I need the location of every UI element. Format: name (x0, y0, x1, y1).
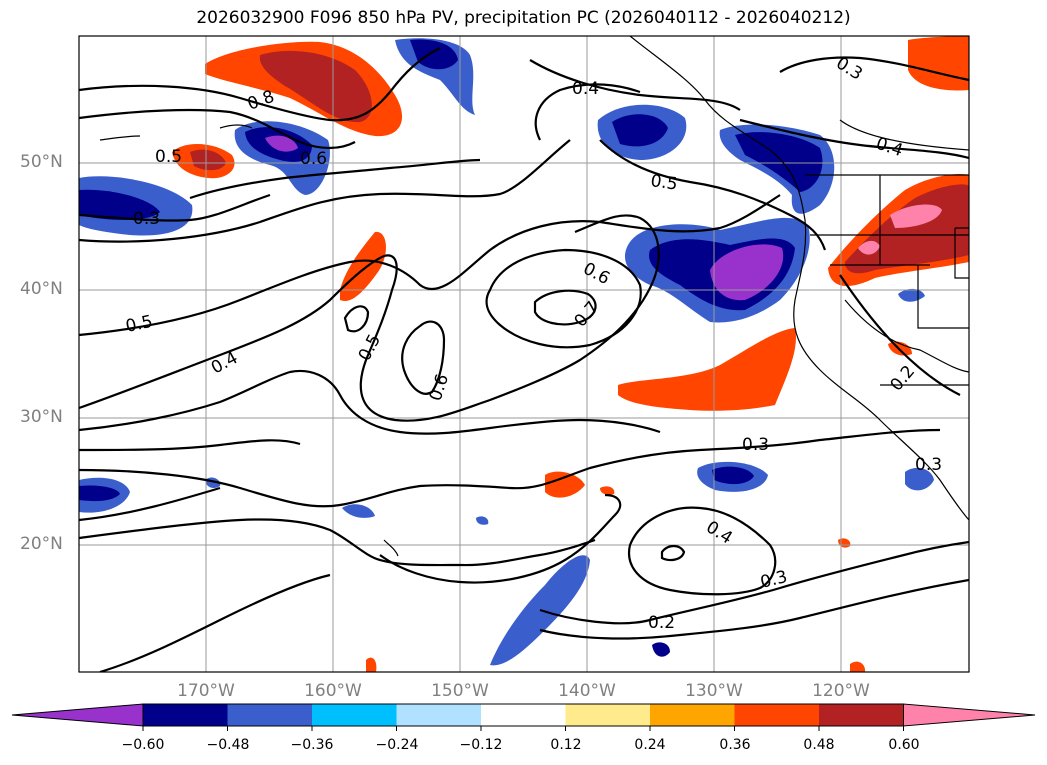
colorbar-extend-left (11, 703, 144, 727)
map-title: 2026032900 F096 850 hPa PV, precipitatio… (196, 8, 851, 28)
lon-label: 140°W (558, 681, 616, 701)
colorbar-tick-label: −0.12 (459, 737, 503, 753)
precip-strong-negative-region (410, 39, 458, 70)
precip-extreme-negative-region (265, 135, 298, 152)
contour-label: 0.4 (702, 517, 736, 548)
colorbar-tick-label: −0.48 (206, 737, 250, 753)
colorbar-tick-label: −0.60 (121, 737, 165, 753)
contour-label: 0.2 (887, 362, 920, 396)
contour-label: 0.3 (915, 455, 942, 475)
colorbar-tick-label: 0.36 (719, 737, 751, 753)
colorbar (11, 703, 1036, 731)
contour-label: 0.4 (208, 348, 241, 378)
precip-extreme-negative-region (710, 244, 784, 301)
lat-label: 50°N (20, 152, 63, 172)
colorbar-tick-label: −0.24 (375, 737, 419, 753)
contour-label: 0.6 (580, 259, 613, 289)
contour-label: 0.3 (133, 209, 160, 229)
lat-label: 40°N (20, 279, 63, 299)
colorbar-tick-label: 0.60 (888, 737, 920, 753)
precip-positive-region (600, 486, 615, 495)
precip-strong-negative-region (79, 485, 120, 502)
colorbar-swatch (819, 704, 904, 726)
precip-negative-region (898, 288, 925, 302)
lat-label: 20°N (20, 534, 63, 554)
lon-label: 170°W (177, 681, 235, 701)
precip-strong-negative-region (612, 114, 668, 147)
colorbar-swatch (565, 704, 651, 726)
lon-label: 150°W (431, 681, 489, 701)
map-frame (78, 35, 970, 673)
contour-label: 0.3 (742, 435, 769, 455)
colorbar-swatch (227, 704, 313, 726)
colorbar-outline (142, 703, 904, 727)
colorbar-swatch (396, 704, 482, 726)
contour-label: 0.5 (355, 331, 385, 364)
coastlines (99, 36, 969, 557)
precip-negative-region (342, 504, 375, 518)
contour-label: 0.4 (572, 79, 599, 99)
colorbar-extend-right (903, 703, 1036, 727)
lon-label: 160°W (304, 681, 362, 701)
contour-label: 0.3 (758, 567, 789, 593)
colorbar-swatch (143, 704, 228, 726)
precip-negative-region (652, 642, 670, 657)
colorbar-swatch (481, 704, 566, 726)
precip-positive-region (838, 538, 851, 548)
contour-label: 0.5 (155, 147, 182, 167)
precip-positive-region (366, 657, 377, 672)
colorbar-swatch (734, 704, 820, 726)
colorbar-tick-label: 0.48 (803, 737, 835, 753)
contour-label: 0.4 (873, 134, 905, 161)
precipitation-shading (79, 36, 969, 672)
contour-label: 0.5 (649, 171, 679, 195)
colorbar-swatch (312, 704, 397, 726)
precip-negative-region (476, 516, 489, 525)
precip-positive-region (850, 661, 866, 672)
colorbar-swatch (650, 704, 735, 726)
contour-label: 0.5 (124, 312, 155, 337)
colorbar-tick-label: 0.24 (634, 737, 666, 753)
precip-extreme-positive-region (890, 204, 942, 228)
contour-label: 0.7 (571, 298, 604, 332)
contour-label: 0.6 (426, 372, 453, 404)
lon-label: 120°W (812, 681, 870, 701)
precip-positive-region (545, 471, 585, 498)
contour-label: 0.6 (300, 149, 327, 169)
precip-positive-region (908, 36, 969, 91)
precip-strong-negative-region (79, 189, 160, 220)
precip-positive-region (340, 231, 386, 301)
colorbar-tick-label: 0.12 (550, 737, 582, 753)
pv-contours (79, 47, 969, 672)
lat-label: 30°N (20, 407, 63, 427)
colorbar-tick-label: −0.36 (290, 737, 334, 753)
lon-label: 130°W (685, 681, 743, 701)
precip-strong-positive-region (259, 50, 372, 123)
precip-strong-negative-region (735, 132, 823, 192)
precip-extreme-positive-region (858, 240, 880, 255)
precip-positive-region (618, 328, 796, 411)
precip-strong-positive-region (190, 149, 226, 171)
precip-negative-region (905, 467, 934, 491)
contour-label: 0.2 (648, 613, 675, 633)
precip-strong-negative-region (712, 466, 754, 485)
